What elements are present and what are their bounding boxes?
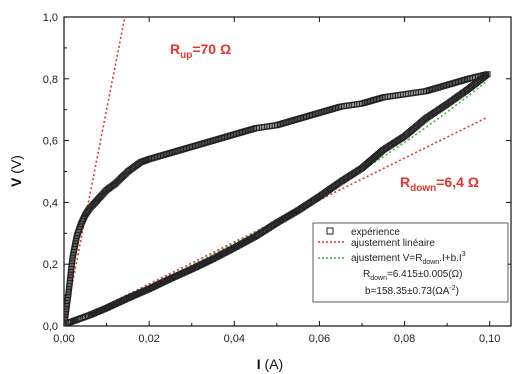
x-tick-label: 0,08: [394, 333, 415, 345]
legend-cubic-fit: ajustement V=Rdown.I+b.I3: [351, 251, 466, 266]
legend-b-value: b=158.35±0.73(ΩA-2): [365, 285, 459, 297]
data-point: [66, 319, 73, 326]
linear-fit-series: [64, 17, 488, 326]
x-tick-label: 0,06: [309, 333, 330, 345]
legend-box: [312, 222, 509, 303]
legend-linear-fit: ajustement linéaire: [351, 238, 435, 249]
legend: expérience ajustement linéaire ajustemen…: [312, 222, 509, 303]
r-down-annotation: Rdown=6,4 Ω: [400, 174, 479, 194]
legend-r-value: Rdown=6.415±0.005(Ω): [363, 269, 462, 282]
y-axis-title: V (V): [8, 155, 24, 187]
x-tick-label: 0,02: [138, 333, 159, 345]
y-axis: 0,0 0,2 0,4 0,6 0,8 1,0: [43, 12, 511, 333]
legend-experience: expérience: [351, 227, 400, 238]
y-tick-label: 1,0: [43, 12, 58, 24]
y-tick-label: 0,6: [43, 136, 58, 148]
experience-series: [64, 71, 491, 326]
x-tick-label: 0,04: [224, 333, 245, 345]
legend-square-marker: [326, 227, 334, 235]
x-axis: 0,00 0,02 0,04 0,06 0,08 0,10: [53, 17, 500, 345]
data-point: [65, 319, 72, 326]
y-tick-label: 0,4: [43, 197, 58, 209]
x-tick-label: 0,10: [479, 333, 500, 345]
r-up-annotation: Rup=70 Ω: [170, 41, 231, 61]
data-point: [75, 316, 82, 323]
y-tick-label: 0,2: [43, 259, 58, 271]
x-tick-label: 0,00: [53, 333, 74, 345]
y-tick-label: 0,8: [43, 74, 58, 86]
linear-fit-line: [64, 17, 126, 326]
x-axis-title: I (A): [257, 356, 283, 372]
y-tick-label: 0,0: [43, 321, 58, 333]
